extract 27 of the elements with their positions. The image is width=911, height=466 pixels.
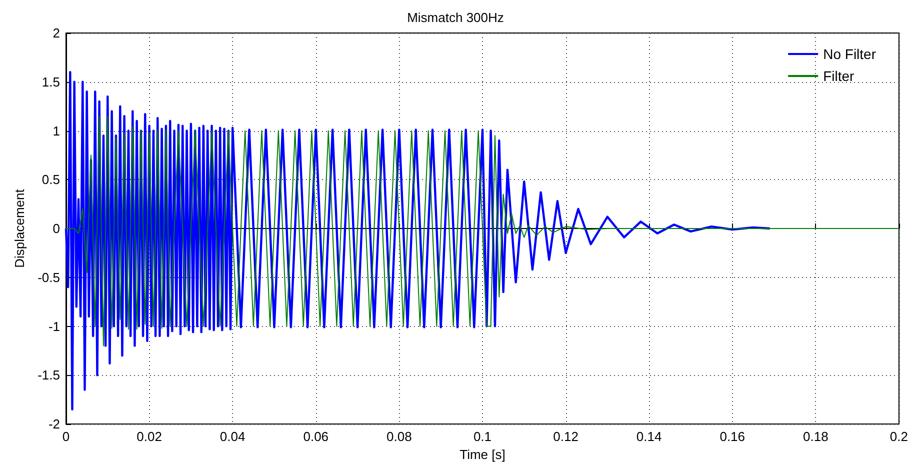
y-axis-title: Displacement: [12, 188, 27, 268]
x-tick-label: 0.04: [220, 429, 246, 444]
x-tick-label: 0: [62, 429, 70, 444]
x-tick-label: 0.16: [720, 429, 746, 444]
y-tick-label: -0.5: [38, 270, 60, 285]
chart-title: Mismatch 300Hz: [407, 10, 504, 25]
line-series: [66, 116, 900, 346]
y-tick-label: 0.5: [42, 172, 60, 188]
x-tick-label: 0.2: [890, 429, 908, 444]
y-tick-label: 1: [52, 123, 60, 138]
y-tick-label: 1.5: [42, 74, 60, 90]
x-tick-label: 0.14: [636, 429, 662, 444]
x-tick-label: 0.08: [386, 429, 412, 444]
x-tick-label: 0.12: [553, 429, 578, 444]
x-tick-label: 0.18: [803, 429, 828, 444]
y-tick-label: -2: [48, 416, 60, 432]
legend-label: No Filter: [823, 46, 876, 62]
x-axis-title: Time [s]: [460, 447, 506, 462]
x-tick-label: 0.02: [136, 429, 162, 444]
legend-label: Filter: [823, 68, 855, 84]
line-series: [64, 71, 771, 410]
y-tick-label: -1: [48, 318, 60, 334]
y-tick-label: -1.5: [38, 368, 60, 383]
y-tick-label: 0: [52, 221, 60, 236]
y-tick-label: 2: [52, 26, 60, 40]
x-tick-label: 0.06: [303, 429, 329, 444]
x-tick-label: 0.1: [473, 429, 492, 444]
